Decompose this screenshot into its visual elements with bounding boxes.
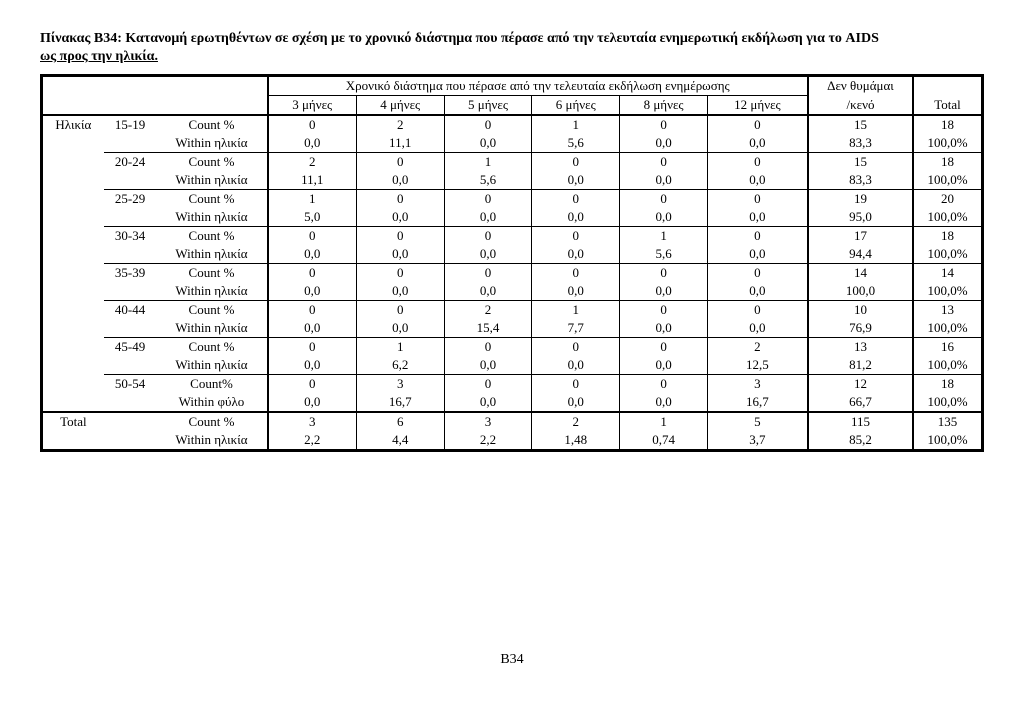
age-label: 40-44 bbox=[104, 301, 157, 320]
table-row: Within ηλικία 5,0 0,0 0,0 0,0 0,0 0,0 95… bbox=[42, 208, 983, 227]
stat-label: Within ηλικία bbox=[156, 356, 267, 375]
table-row: Within ηλικία 0,0 0,0 15,4 7,7 0,0 0,0 7… bbox=[42, 319, 983, 338]
stat-label: Count % bbox=[156, 264, 267, 283]
page-footer: B34 bbox=[40, 652, 984, 668]
rowlabel-total: Total bbox=[42, 412, 104, 431]
stat-label: Within ηλικία bbox=[156, 431, 267, 451]
col-head-c3: 5 μήνες bbox=[444, 96, 532, 116]
age-label: 45-49 bbox=[104, 338, 157, 357]
table-row: 30-34 Count % 0 0 0 0 1 0 17 18 bbox=[42, 227, 983, 246]
table-row: 45-49 Count % 0 1 0 0 0 2 13 16 bbox=[42, 338, 983, 357]
table-row: Within ηλικία 11,1 0,0 5,6 0,0 0,0 0,0 8… bbox=[42, 171, 983, 190]
stat-label: Count % bbox=[156, 338, 267, 357]
stat-label: Count % bbox=[156, 115, 267, 134]
stat-label: Within φύλο bbox=[156, 393, 267, 412]
stat-label: Within ηλικία bbox=[156, 134, 267, 153]
header-row-1: Χρονικό διάστημα που πέρασε από την τελε… bbox=[42, 76, 983, 96]
table-row: 25-29 Count % 1 0 0 0 0 0 19 20 bbox=[42, 190, 983, 209]
col-head-c4: 6 μήνες bbox=[532, 96, 620, 116]
spanner-header: Χρονικό διάστημα που πέρασε από την τελε… bbox=[268, 76, 808, 96]
col-head-c5: 8 μήνες bbox=[620, 96, 708, 116]
table-row: Within ηλικία 0,0 0,0 0,0 0,0 0,0 0,0 10… bbox=[42, 282, 983, 301]
table-row: 20-24 Count % 2 0 1 0 0 0 15 18 bbox=[42, 153, 983, 172]
col-head-c7a: Δεν θυμάμαι bbox=[808, 76, 913, 96]
col-head-c2: 4 μήνες bbox=[356, 96, 444, 116]
title-main: Κατανομή ερωτηθέντων σε σχέση με το χρον… bbox=[125, 31, 878, 46]
stat-label: Within ηλικία bbox=[156, 171, 267, 190]
stat-label: Count % bbox=[156, 412, 267, 431]
table-row: Ηλικία 15-19 Count % 0 2 0 1 0 0 15 18 bbox=[42, 115, 983, 134]
table-row: Within ηλικία 0,0 0,0 0,0 0,0 5,6 0,0 94… bbox=[42, 245, 983, 264]
col-head-c1: 3 μήνες bbox=[268, 96, 357, 116]
crosstab-table: Χρονικό διάστημα που πέρασε από την τελε… bbox=[40, 74, 984, 452]
title-prefix: Πίνακας B34: bbox=[40, 31, 125, 46]
table-row: 50-54 Count% 0 3 0 0 0 3 12 18 bbox=[42, 375, 983, 394]
age-label: 35-39 bbox=[104, 264, 157, 283]
table-row-total: Within ηλικία 2,2 4,4 2,2 1,48 0,74 3,7 … bbox=[42, 431, 983, 451]
table-title: Πίνακας B34: Κατανομή ερωτηθέντων σε σχέ… bbox=[40, 30, 984, 66]
age-label: 30-34 bbox=[104, 227, 157, 246]
col-head-total: Total bbox=[913, 76, 982, 116]
table-row: Within φύλο 0,0 16,7 0,0 0,0 0,0 16,7 66… bbox=[42, 393, 983, 412]
col-head-c7b: /κενό bbox=[808, 96, 913, 116]
stat-label: Within ηλικία bbox=[156, 245, 267, 264]
age-label: 50-54 bbox=[104, 375, 157, 394]
stat-label: Count % bbox=[156, 190, 267, 209]
age-label: 25-29 bbox=[104, 190, 157, 209]
stat-label: Count% bbox=[156, 375, 267, 394]
stat-label: Count % bbox=[156, 227, 267, 246]
rowlabel-main: Ηλικία bbox=[42, 115, 104, 412]
stat-label: Within ηλικία bbox=[156, 319, 267, 338]
table-row: Within ηλικία 0,0 11,1 0,0 5,6 0,0 0,0 8… bbox=[42, 134, 983, 153]
age-label: 20-24 bbox=[104, 153, 157, 172]
table-row-total: Total Count % 3 6 3 2 1 5 115 135 bbox=[42, 412, 983, 431]
table-row: 35-39 Count % 0 0 0 0 0 0 14 14 bbox=[42, 264, 983, 283]
stat-label: Within ηλικία bbox=[156, 208, 267, 227]
stat-label: Within ηλικία bbox=[156, 282, 267, 301]
age-label: 15-19 bbox=[104, 115, 157, 134]
table-row: Within ηλικία 0,0 6,2 0,0 0,0 0,0 12,5 8… bbox=[42, 356, 983, 375]
table-row: 40-44 Count % 0 0 2 1 0 0 10 13 bbox=[42, 301, 983, 320]
col-head-c6: 12 μήνες bbox=[707, 96, 807, 116]
title-underline: ως προς την ηλικία. bbox=[40, 49, 158, 64]
stat-label: Count % bbox=[156, 301, 267, 320]
stat-label: Count % bbox=[156, 153, 267, 172]
